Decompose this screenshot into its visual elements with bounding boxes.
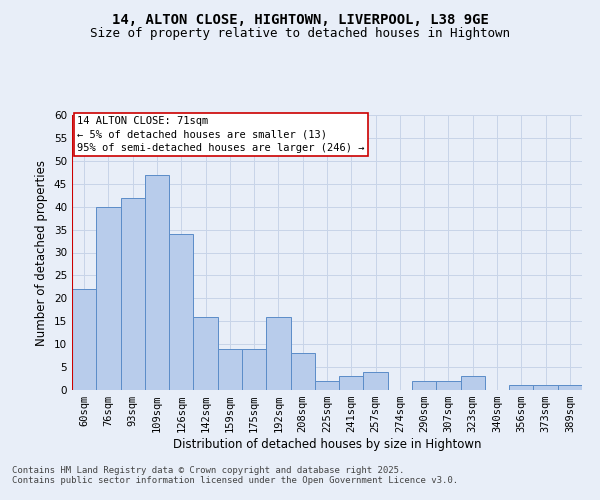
Bar xyxy=(266,316,290,390)
Bar xyxy=(412,381,436,390)
Bar xyxy=(290,354,315,390)
Bar xyxy=(96,206,121,390)
Text: Size of property relative to detached houses in Hightown: Size of property relative to detached ho… xyxy=(90,28,510,40)
Bar xyxy=(364,372,388,390)
Bar xyxy=(193,316,218,390)
Bar xyxy=(436,381,461,390)
Bar xyxy=(169,234,193,390)
Bar xyxy=(558,386,582,390)
Bar xyxy=(121,198,145,390)
Bar xyxy=(339,376,364,390)
Text: Contains HM Land Registry data © Crown copyright and database right 2025.
Contai: Contains HM Land Registry data © Crown c… xyxy=(12,466,458,485)
Y-axis label: Number of detached properties: Number of detached properties xyxy=(35,160,49,346)
Bar xyxy=(533,386,558,390)
Bar xyxy=(145,174,169,390)
Bar xyxy=(72,289,96,390)
Bar xyxy=(242,349,266,390)
Bar xyxy=(461,376,485,390)
Bar xyxy=(315,381,339,390)
Text: 14, ALTON CLOSE, HIGHTOWN, LIVERPOOL, L38 9GE: 14, ALTON CLOSE, HIGHTOWN, LIVERPOOL, L3… xyxy=(112,12,488,26)
Text: 14 ALTON CLOSE: 71sqm
← 5% of detached houses are smaller (13)
95% of semi-detac: 14 ALTON CLOSE: 71sqm ← 5% of detached h… xyxy=(77,116,365,153)
Bar xyxy=(218,349,242,390)
X-axis label: Distribution of detached houses by size in Hightown: Distribution of detached houses by size … xyxy=(173,438,481,451)
Bar xyxy=(509,386,533,390)
